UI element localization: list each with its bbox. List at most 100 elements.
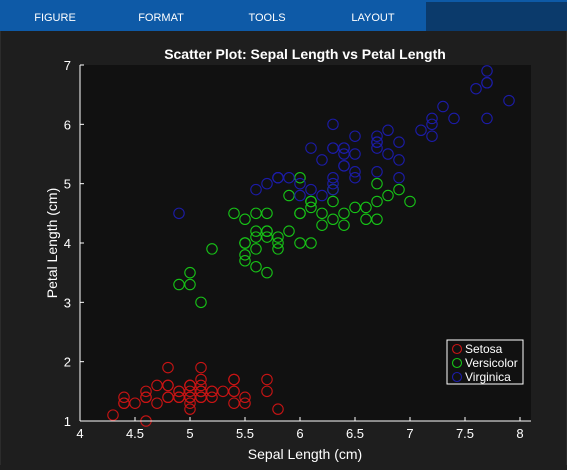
data-point-setosa — [162, 361, 174, 374]
data-point-virginica — [327, 171, 339, 184]
data-point-versicolor — [294, 237, 306, 249]
figure-toolstrip: FIGURE FORMAT TOOLS LAYOUT — [0, 0, 567, 32]
data-point-versicolor — [305, 195, 317, 208]
data-point-setosa — [184, 385, 196, 398]
data-point-setosa — [228, 373, 240, 386]
data-point-virginica — [349, 166, 361, 178]
data-point-virginica — [371, 130, 383, 142]
data-point-versicolor — [272, 237, 284, 249]
chart-title: Scatter Plot: Sepal Length vs Petal Leng… — [164, 46, 446, 62]
data-point-setosa — [151, 379, 163, 392]
data-point-virginica — [415, 124, 427, 137]
data-point-virginica — [338, 142, 350, 154]
x-tick-label: 5.5 — [236, 426, 254, 441]
y-tick-label: 3 — [64, 295, 71, 310]
data-point-versicolor — [184, 278, 196, 291]
data-point-versicolor — [338, 207, 350, 220]
data-point-virginica — [327, 177, 339, 190]
legend-label-virginica: Virginica — [465, 370, 511, 384]
data-point-setosa — [239, 391, 251, 404]
data-point-versicolor — [239, 237, 251, 249]
data-point-virginica — [338, 160, 350, 172]
data-point-versicolor — [305, 201, 317, 214]
data-point-virginica — [349, 148, 361, 160]
data-point-versicolor — [283, 225, 295, 237]
data-point-setosa — [184, 391, 196, 404]
data-point-versicolor — [393, 183, 405, 196]
data-point-setosa — [195, 379, 207, 392]
data-point-setosa — [272, 403, 284, 415]
y-tick-label: 7 — [64, 58, 71, 73]
data-point-virginica — [327, 183, 339, 196]
x-axis-label: Sepal Length (cm) — [248, 446, 362, 462]
data-point-versicolor — [349, 201, 361, 214]
data-point-setosa — [261, 385, 273, 398]
legend-marker-setosa — [451, 343, 463, 355]
data-point-versicolor — [261, 207, 273, 220]
data-point-setosa — [217, 385, 229, 398]
data-point-virginica — [327, 118, 339, 131]
legend-label-setosa: Setosa — [465, 342, 503, 356]
data-point-virginica — [250, 183, 262, 196]
data-point-virginica — [327, 142, 339, 154]
data-point-versicolor — [261, 266, 273, 279]
data-point-versicolor — [239, 255, 251, 267]
data-point-versicolor — [272, 243, 284, 255]
data-point-versicolor — [404, 195, 416, 208]
x-tick-label: 5 — [186, 426, 193, 441]
axes — [79, 64, 531, 422]
data-point-virginica — [371, 136, 383, 148]
data-point-setosa — [162, 379, 174, 392]
data-point-virginica — [426, 130, 438, 142]
tick-labels: 4 4.5 5 5.5 6 6.5 7 7.5 8 1 2 3 4 5 6 7 — [64, 58, 524, 441]
y-tick-label: 2 — [64, 355, 71, 370]
y-axis-label: Petal Length (cm) — [44, 188, 60, 299]
data-point-versicolor — [228, 207, 240, 220]
data-point-virginica — [393, 154, 405, 166]
data-point-versicolor — [239, 249, 251, 261]
data-point-versicolor — [371, 195, 383, 208]
toolstrip-collapsed-area — [426, 2, 567, 31]
data-point-setosa — [118, 391, 130, 404]
data-point-versicolor — [294, 171, 306, 184]
data-point-versicolor — [206, 243, 218, 255]
data-point-versicolor — [250, 243, 262, 255]
data-point-versicolor — [316, 207, 328, 220]
data-point-versicolor — [360, 201, 372, 214]
x-tick-label: 6.5 — [346, 426, 364, 441]
data-point-versicolor — [382, 189, 394, 202]
data-point-virginica — [382, 148, 394, 160]
data-point-setosa — [184, 397, 196, 409]
data-point-versicolor — [239, 213, 251, 226]
data-point-virginica — [173, 207, 185, 220]
data-point-setosa — [195, 373, 207, 386]
data-point-virginica — [481, 112, 493, 125]
data-point-virginica — [349, 171, 361, 184]
data-point-versicolor — [184, 266, 196, 279]
figure-window: Scatter Plot: Sepal Length vs Petal Leng… — [0, 31, 567, 465]
x-tick-label: 7.5 — [456, 426, 474, 441]
data-point-versicolor — [371, 213, 383, 226]
data-point-virginica — [261, 177, 273, 190]
tab-tools[interactable]: TOOLS — [248, 12, 286, 24]
data-point-versicolor — [195, 296, 207, 309]
y-tick-label: 4 — [64, 236, 71, 251]
tab-layout[interactable]: LAYOUT — [351, 12, 395, 24]
tab-figure[interactable]: FIGURE — [34, 12, 76, 24]
data-point-setosa — [184, 403, 196, 415]
data-point-versicolor — [250, 231, 262, 243]
data-point-virginica — [393, 136, 405, 148]
data-point-virginica — [316, 154, 328, 166]
data-point-virginica — [470, 82, 482, 95]
data-point-versicolor — [327, 195, 339, 208]
legend-marker-virginica — [451, 371, 463, 383]
data-point-setosa — [184, 379, 196, 392]
data-point-setosa — [173, 391, 185, 404]
data-point-virginica — [294, 177, 306, 190]
data-point-virginica — [283, 171, 295, 184]
tab-format[interactable]: FORMAT — [138, 12, 184, 24]
scatter-chart[interactable]: Scatter Plot: Sepal Length vs Petal Leng… — [1, 31, 566, 465]
y-tick-label: 1 — [64, 414, 71, 429]
data-point-virginica — [316, 189, 328, 202]
